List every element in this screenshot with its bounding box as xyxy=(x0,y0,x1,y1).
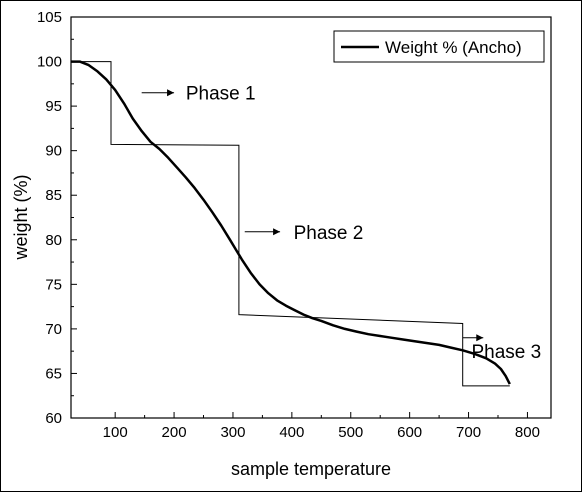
y-axis-title: weight (%) xyxy=(11,174,31,260)
y-tick-label: 90 xyxy=(45,143,62,160)
y-tick-label: 80 xyxy=(45,232,62,249)
y-tick-label: 85 xyxy=(45,187,62,204)
legend-entry-weight: Weight % (Ancho) xyxy=(385,38,522,57)
x-tick-label: 600 xyxy=(397,424,422,441)
x-tick-label: 700 xyxy=(456,424,481,441)
legend: Weight % (Ancho) xyxy=(333,30,545,63)
y-tick-label: 60 xyxy=(45,410,62,427)
data-layer xyxy=(71,60,511,387)
y-tick-label: 65 xyxy=(45,365,62,382)
phase-label-1: Phase 1 xyxy=(186,84,256,105)
x-tick-label: 800 xyxy=(515,424,540,441)
x-tick-label: 300 xyxy=(220,424,245,441)
y-tick-label: 70 xyxy=(45,321,62,338)
x-tick-label: 100 xyxy=(103,424,128,441)
y-tick-label: 105 xyxy=(37,9,62,26)
phase-label-3: Phase 3 xyxy=(471,342,541,363)
x-axis-title: sample temperature xyxy=(231,459,391,479)
phase-step-outline xyxy=(71,61,510,387)
phase-label-2: Phase 2 xyxy=(294,223,364,244)
y-tick-label: 95 xyxy=(45,98,62,115)
x-tick-label: 400 xyxy=(279,424,304,441)
x-tick-label: 200 xyxy=(162,424,187,441)
phase-arrow-head xyxy=(273,228,281,236)
series-line-weight xyxy=(71,60,511,385)
annotation-layer: Phase 1 Phase 2 Phase 3 xyxy=(141,84,541,363)
x-tick-label: 500 xyxy=(338,424,363,441)
phase-arrow-head xyxy=(167,89,175,97)
phase-arrow-head xyxy=(476,334,484,342)
y-tick-label: 75 xyxy=(45,276,62,293)
axis-ticks: 100 200 300 400 500 600 700 800 60 65 70 75 80 85 90 95… xyxy=(37,9,540,441)
y-tick-label: 100 xyxy=(37,54,62,71)
